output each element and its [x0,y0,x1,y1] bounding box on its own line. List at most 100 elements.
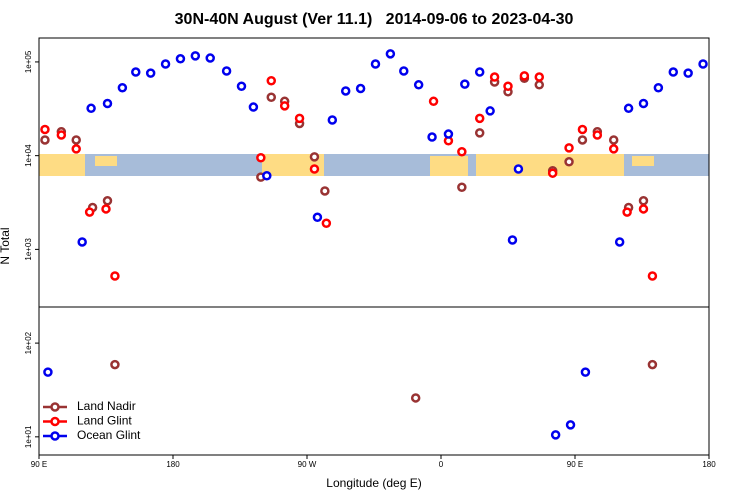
x-tick-label: 90 W [298,460,317,469]
point [513,164,524,174]
x-tick-label: 90 E [31,460,47,469]
map-land [430,156,468,176]
point [236,81,247,92]
chart-title: 30N-40N August (Ver 11.1) 2014-09-06 to … [175,11,574,28]
point [457,182,467,193]
point [683,68,693,78]
legend-marker [50,402,60,412]
point [320,186,330,196]
point [205,53,215,63]
point [309,164,320,174]
point [457,147,467,157]
point [653,83,664,93]
point [608,135,619,145]
point [340,86,351,96]
series [40,71,658,281]
point [160,59,171,69]
point [698,59,708,69]
map-land [632,156,654,166]
point [248,102,259,112]
point [175,54,186,64]
point [638,196,649,206]
plot-frame [38,37,710,456]
point [102,196,113,206]
point [262,171,272,181]
point [428,96,439,107]
point [71,144,81,154]
point [312,212,323,223]
point [614,237,625,247]
point [145,68,156,78]
point [56,130,67,140]
legend-marker [50,416,60,427]
point [519,71,530,81]
point [668,67,679,77]
point [40,124,50,135]
point [327,115,338,125]
point [592,130,603,140]
x-tick-label: 180 [166,460,180,469]
point [577,135,588,145]
point [503,81,513,92]
y-tick-label: 1e+04 [24,144,33,167]
series [43,49,708,440]
point [131,67,141,77]
point [564,143,574,153]
point [577,124,588,135]
point [40,135,50,145]
point [474,67,485,77]
point [84,207,95,217]
point [474,113,485,124]
point [266,92,277,102]
point [399,66,409,76]
point [547,168,558,178]
map-land [262,154,324,176]
point [77,237,87,247]
point [43,367,53,377]
map-land [476,154,624,176]
legend-marker [50,431,60,441]
point [460,79,470,89]
point [647,271,658,281]
map-land [39,154,85,176]
point [71,135,81,145]
point [190,51,201,61]
point [117,83,128,93]
point [443,129,454,139]
point [321,218,332,229]
x-tick-label: 180 [702,460,716,469]
point [427,132,437,142]
world-map-strip [39,154,709,176]
y-axis-label: N Total [0,227,12,264]
x-axis-label: Longitude (deg E) [326,476,421,490]
legend-label: Ocean Glint [77,428,141,442]
point [534,72,545,82]
point [110,271,120,281]
point [385,49,396,59]
point [565,420,576,430]
point [294,113,305,124]
y-tick-label: 1e+05 [24,50,33,73]
point [413,80,424,90]
x-tick-label: 90 E [567,460,583,469]
y-tick-label: 1e+02 [24,331,33,354]
map-land [95,156,117,166]
point [279,101,290,111]
point [622,207,632,217]
point [580,367,591,377]
point [550,430,561,440]
point [370,59,381,69]
point [256,152,266,163]
point [507,235,518,245]
point [101,204,111,214]
point [623,103,634,114]
point [102,98,113,109]
point [474,128,485,138]
point [489,72,500,82]
point [355,83,366,94]
y-tick-label: 1e+01 [24,425,33,448]
point [221,66,232,76]
